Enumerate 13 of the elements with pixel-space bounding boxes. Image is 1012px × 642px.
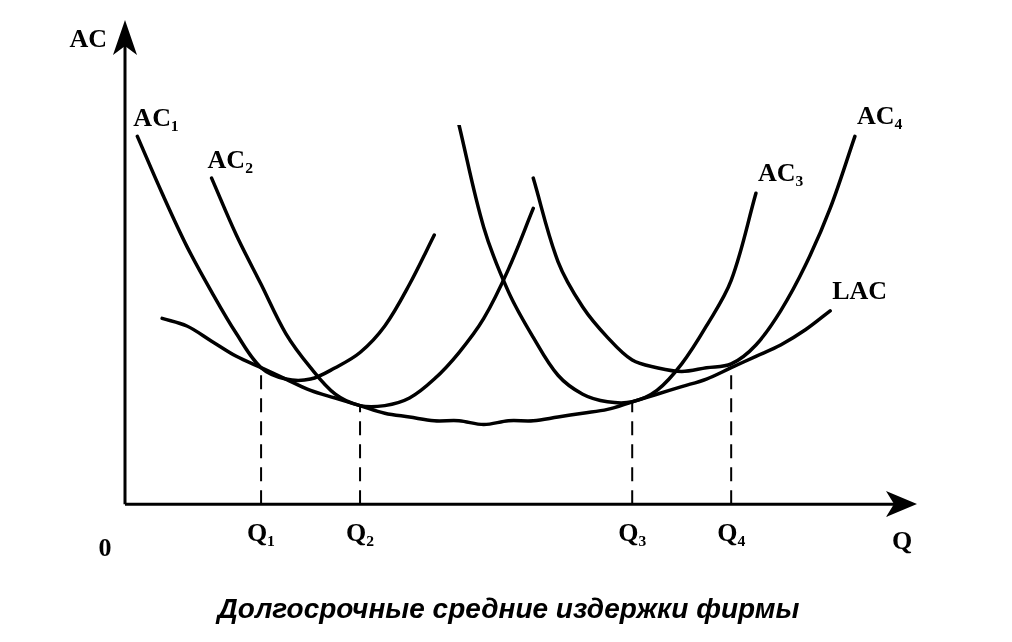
- x-tick-label: Q₂: [346, 517, 375, 547]
- x-tick-label: Q₄: [717, 517, 746, 547]
- text: Долгосрочные средние издержки фирмы: [215, 592, 800, 624]
- series-label: AC₂: [207, 144, 254, 174]
- x-axis-title: Q: [891, 525, 913, 555]
- x-tick-label: Q₁: [247, 517, 276, 547]
- text: 0: [98, 532, 112, 562]
- series-label: AC₃: [757, 157, 804, 187]
- x-tick-label: Q₃: [618, 517, 647, 547]
- y-axis-title: AC: [69, 23, 107, 53]
- series-label: AC₄: [856, 101, 903, 131]
- series-label: LAC: [832, 275, 888, 305]
- series-label: AC₁: [133, 103, 179, 133]
